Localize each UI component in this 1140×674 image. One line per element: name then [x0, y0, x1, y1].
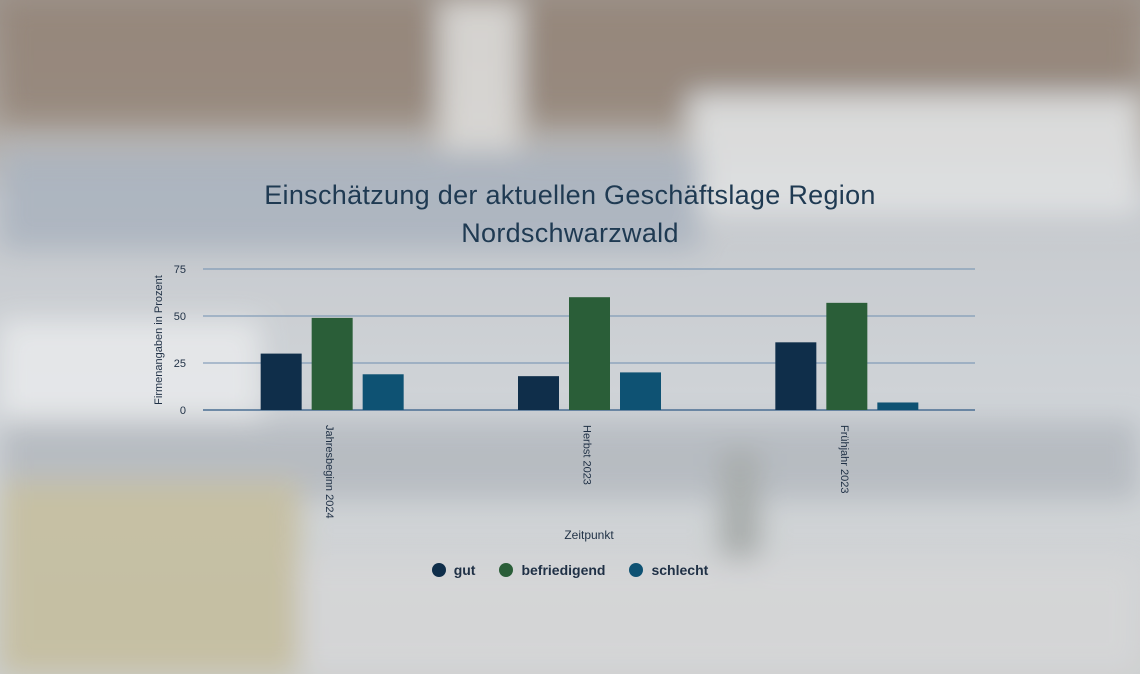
bar-gut[interactable]: [260, 353, 302, 410]
legend-dot-icon: [431, 563, 446, 577]
y-tick-label: 50: [174, 311, 186, 323]
legend-item-gut[interactable]: gut: [431, 562, 476, 578]
legend-label: gut: [453, 562, 476, 578]
chart-title: Einschätzung der aktuellen Geschäftslage…: [0, 176, 1140, 252]
legend-label: befriedigend: [521, 562, 606, 578]
bars: [260, 297, 919, 410]
bar-befriedigend[interactable]: [569, 297, 610, 410]
legend-dot-icon: [629, 563, 644, 577]
chart-title-line-2: Nordschwarzwald: [461, 218, 679, 248]
bar-schlecht[interactable]: [877, 402, 919, 410]
y-tick-label: 75: [174, 264, 186, 276]
bar-befriedigend[interactable]: [311, 317, 353, 410]
x-axis-categories: Jahresbeginn 2024 Herbst 2023 Frühjahr 202…: [323, 425, 850, 519]
x-tick-label: Herbst 2023: [581, 425, 593, 485]
bar-schlecht[interactable]: [620, 372, 661, 410]
bar-gut[interactable]: [518, 376, 559, 410]
legend-item-befriedigend[interactable]: befriedigend: [499, 562, 605, 578]
x-tick-label: Frühjahr 2023: [838, 425, 850, 494]
chart-title-line-1: Einschätzung der aktuellen Geschäftslage…: [264, 180, 876, 210]
y-tick-label: 0: [180, 405, 186, 417]
bar-gut[interactable]: [775, 342, 817, 410]
legend-item-schlecht[interactable]: schlecht: [629, 562, 708, 578]
y-tick-label: 25: [174, 358, 186, 370]
legend-label: schlecht: [651, 562, 709, 578]
x-axis-label: Zeitpunkt: [564, 528, 614, 542]
y-axis-label: Firmenangaben in Prozent: [153, 275, 165, 405]
bar-schlecht[interactable]: [362, 374, 404, 410]
bar-befriedigend[interactable]: [826, 302, 868, 410]
legend-dot-icon: [499, 563, 514, 577]
x-tick-label: Jahresbeginn 2024: [323, 425, 335, 519]
legend: gut befriedigend schlecht: [0, 562, 1140, 578]
y-axis-ticks: 0 25 50 75: [174, 264, 186, 417]
